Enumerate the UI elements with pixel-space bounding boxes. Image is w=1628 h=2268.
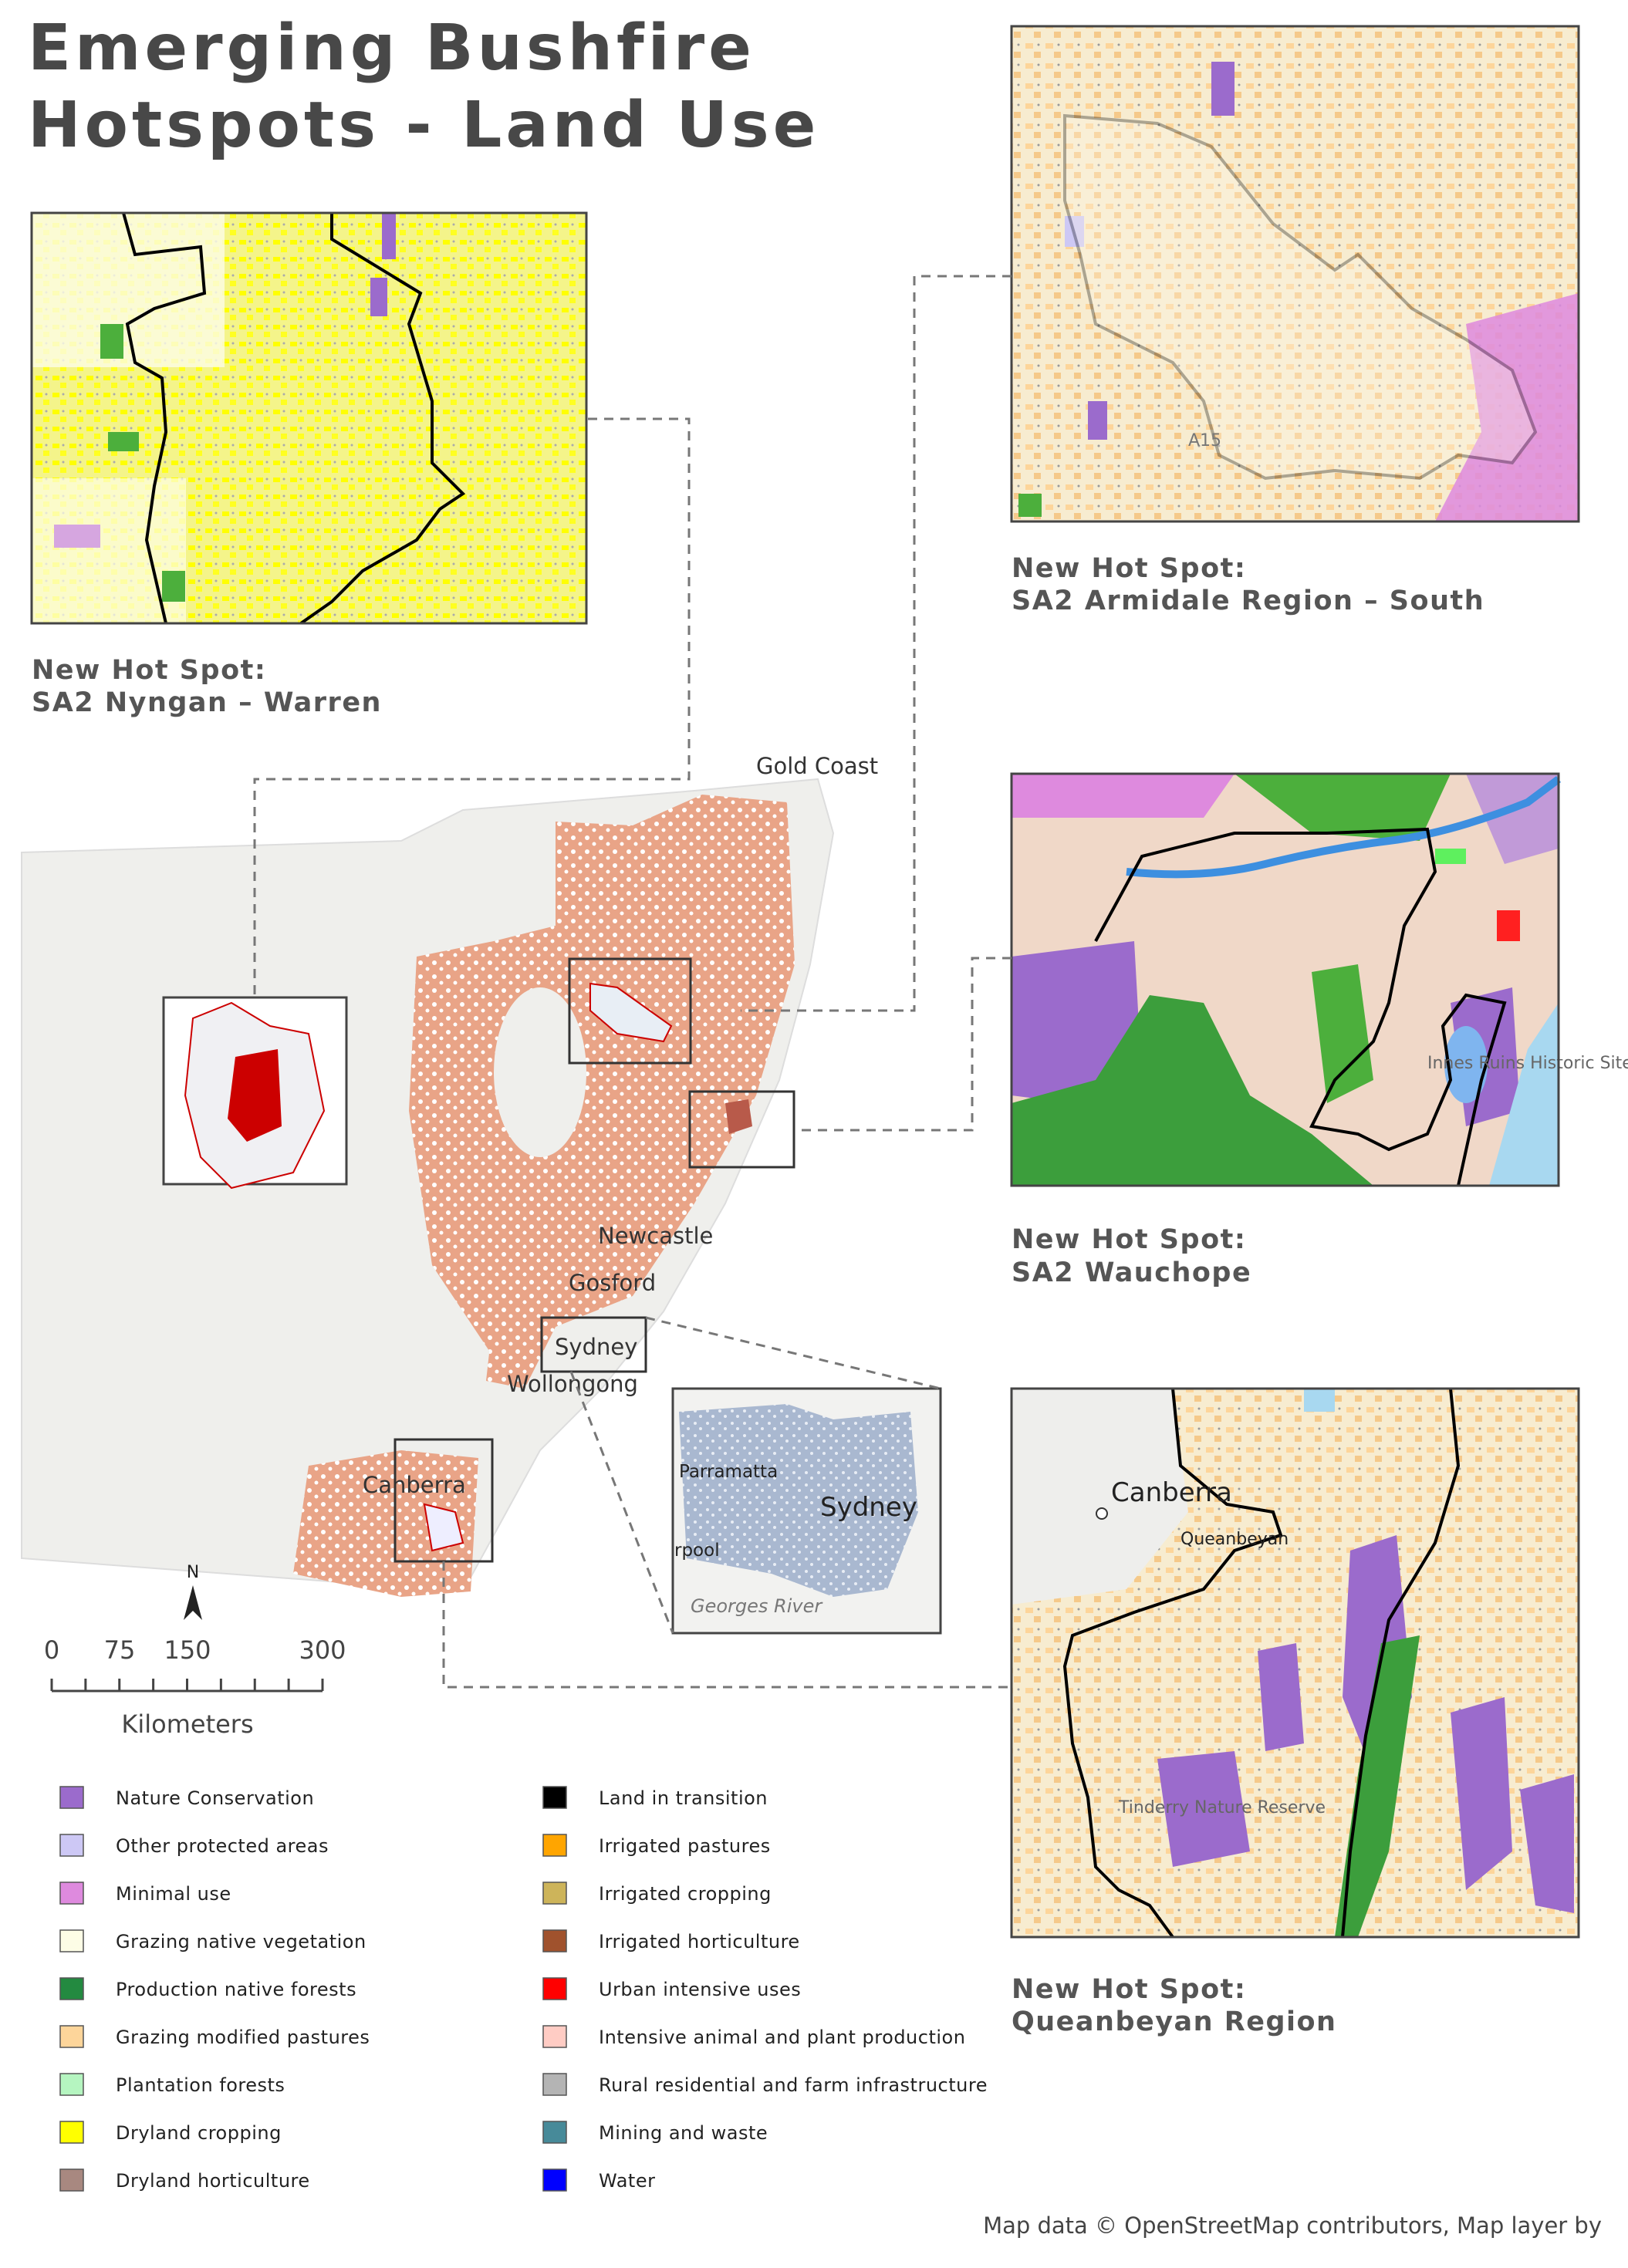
legend: Nature Conservation Other protected areas…: [59, 1786, 988, 2192]
legend-item: Dryland cropping: [59, 2121, 282, 2144]
map-label: Tinderry Nature Reserve: [1118, 1798, 1326, 1817]
legend-label: Plantation forests: [116, 2074, 285, 2096]
scale-label: 300: [299, 1635, 346, 1665]
legend-swatch: [59, 1882, 84, 1905]
map-panel: A15: [1010, 25, 1580, 523]
legend-item: Mining and waste: [542, 2121, 768, 2144]
panel-heading: New Hot Spot:: [1012, 1224, 1246, 1255]
panel-name: SA2 Nyngan – Warren: [32, 687, 382, 718]
title-line: Emerging Bushfire: [28, 12, 755, 85]
legend-label: Water: [599, 2170, 655, 2192]
legend-label: Irrigated pastures: [599, 1835, 771, 1857]
panel-heading: New Hot Spot:: [32, 655, 266, 686]
legend-item: Land in transition: [542, 1786, 768, 1809]
panel-heading: New Hot Spot:: [1012, 553, 1246, 584]
map-label: rpool: [674, 1541, 720, 1561]
legend-item: Grazing modified pastures: [59, 2025, 370, 2048]
legend-item: Plantation forests: [59, 2073, 285, 2096]
panel-name: SA2 Wauchope: [1012, 1257, 1251, 1288]
panel-name: Queanbeyan Region: [1012, 2006, 1336, 2037]
credit: Map data © OpenStreetMap contributors, M…: [983, 2212, 1602, 2239]
legend-item: Other protected areas: [59, 1834, 329, 1857]
legend-label: Dryland cropping: [116, 2122, 282, 2144]
legend-swatch: [59, 2073, 84, 2096]
north-arrow: N: [184, 1563, 202, 1620]
legend-item: Irrigated cropping: [542, 1882, 772, 1905]
scale-label: 75: [104, 1635, 136, 1665]
legend-item: Production native forests: [59, 1977, 356, 2000]
legend-label: Production native forests: [116, 1979, 356, 2000]
panel-heading: New Hot Spot:: [1012, 1974, 1246, 2005]
scale-label: 150: [164, 1635, 211, 1665]
legend-swatch: [59, 1786, 84, 1809]
legend-label: Nature Conservation: [116, 1787, 314, 1809]
main-map: Gold Coast Newcastle Gosford Sydney Woll…: [21, 753, 878, 1597]
legend-swatch: [59, 1929, 84, 1952]
legend-swatch: [59, 1977, 84, 2000]
legend-item: Intensive animal and plant production: [542, 2025, 965, 2048]
legend-label: Mining and waste: [599, 2122, 768, 2144]
scale-bar: 0 75 150 300 Kilometers: [44, 1635, 346, 1739]
legend-swatch: [542, 2025, 567, 2048]
legend-label: Irrigated horticulture: [599, 1931, 800, 1952]
legend-swatch: [542, 2121, 567, 2144]
map-label: Gold Coast: [756, 753, 878, 779]
legend-label: Urban intensive uses: [599, 1979, 801, 2000]
legend-item: Dryland horticulture: [59, 2168, 310, 2192]
legend-swatch: [542, 1786, 567, 1809]
legend-label: Grazing modified pastures: [116, 2027, 370, 2048]
legend-swatch: [59, 2121, 84, 2144]
legend-swatch: [542, 1977, 567, 2000]
map-panel: [30, 211, 588, 625]
map-label: Innes Ruins Historic Site: [1427, 1054, 1628, 1073]
legend-swatch: [542, 1929, 567, 1952]
map-label: Georges River: [691, 1595, 823, 1617]
map-panel: Innes Ruins Historic Site: [1010, 772, 1628, 1187]
legend-swatch: [59, 1834, 84, 1857]
map-panel: Canberra Queanbeyan Tinderry Nature Rese…: [1010, 1387, 1580, 1939]
legend-label: Dryland horticulture: [116, 2170, 310, 2192]
legend-item: Minimal use: [59, 1882, 231, 1905]
map-label: A15: [1188, 431, 1221, 451]
map-label: Gosford: [569, 1270, 656, 1296]
north-label: N: [187, 1563, 199, 1582]
map-label: Newcastle: [598, 1223, 713, 1249]
scale-unit: Kilometers: [121, 1709, 253, 1739]
legend-swatch: [59, 2168, 84, 2192]
legend-item: Nature Conservation: [59, 1786, 314, 1809]
map-label: Canberra: [363, 1472, 466, 1498]
panel-name: SA2 Armidale Region – South: [1012, 586, 1484, 616]
map-label: Sydney: [820, 1492, 917, 1523]
legend-label: Rural residential and farm infrastructur…: [599, 2074, 988, 2096]
legend-swatch: [59, 2025, 84, 2048]
legend-item: Irrigated pastures: [542, 1834, 771, 1857]
legend-swatch: [542, 1882, 567, 1905]
legend-swatch: [542, 2073, 567, 2096]
legend-item: Grazing native vegetation: [59, 1929, 366, 1952]
legend-item: Water: [542, 2168, 655, 2192]
map-label: Canberra: [1111, 1477, 1232, 1508]
legend-item: Irrigated horticulture: [542, 1929, 800, 1952]
map-label: Queanbeyan: [1180, 1530, 1289, 1549]
scale-label: 0: [44, 1635, 59, 1665]
connectors: [253, 275, 1012, 1689]
legend-label: Grazing native vegetation: [116, 1931, 366, 1952]
legend-swatch: [542, 2168, 567, 2192]
legend-label: Minimal use: [116, 1883, 231, 1905]
legend-swatch: [542, 1834, 567, 1857]
legend-label: Intensive animal and plant production: [599, 2027, 965, 2048]
inset-map: Parramatta Sydney rpool Georges River: [671, 1387, 942, 1635]
map-label: Sydney: [555, 1334, 637, 1360]
legend-item: Urban intensive uses: [542, 1977, 801, 2000]
legend-label: Other protected areas: [116, 1835, 329, 1857]
legend-label: Land in transition: [599, 1787, 768, 1809]
legend-item: Rural residential and farm infrastructur…: [542, 2073, 988, 2096]
legend-label: Irrigated cropping: [599, 1883, 772, 1905]
map-label: Parramatta: [679, 1462, 778, 1482]
title-line: Hotspots - Land Use: [28, 89, 819, 162]
